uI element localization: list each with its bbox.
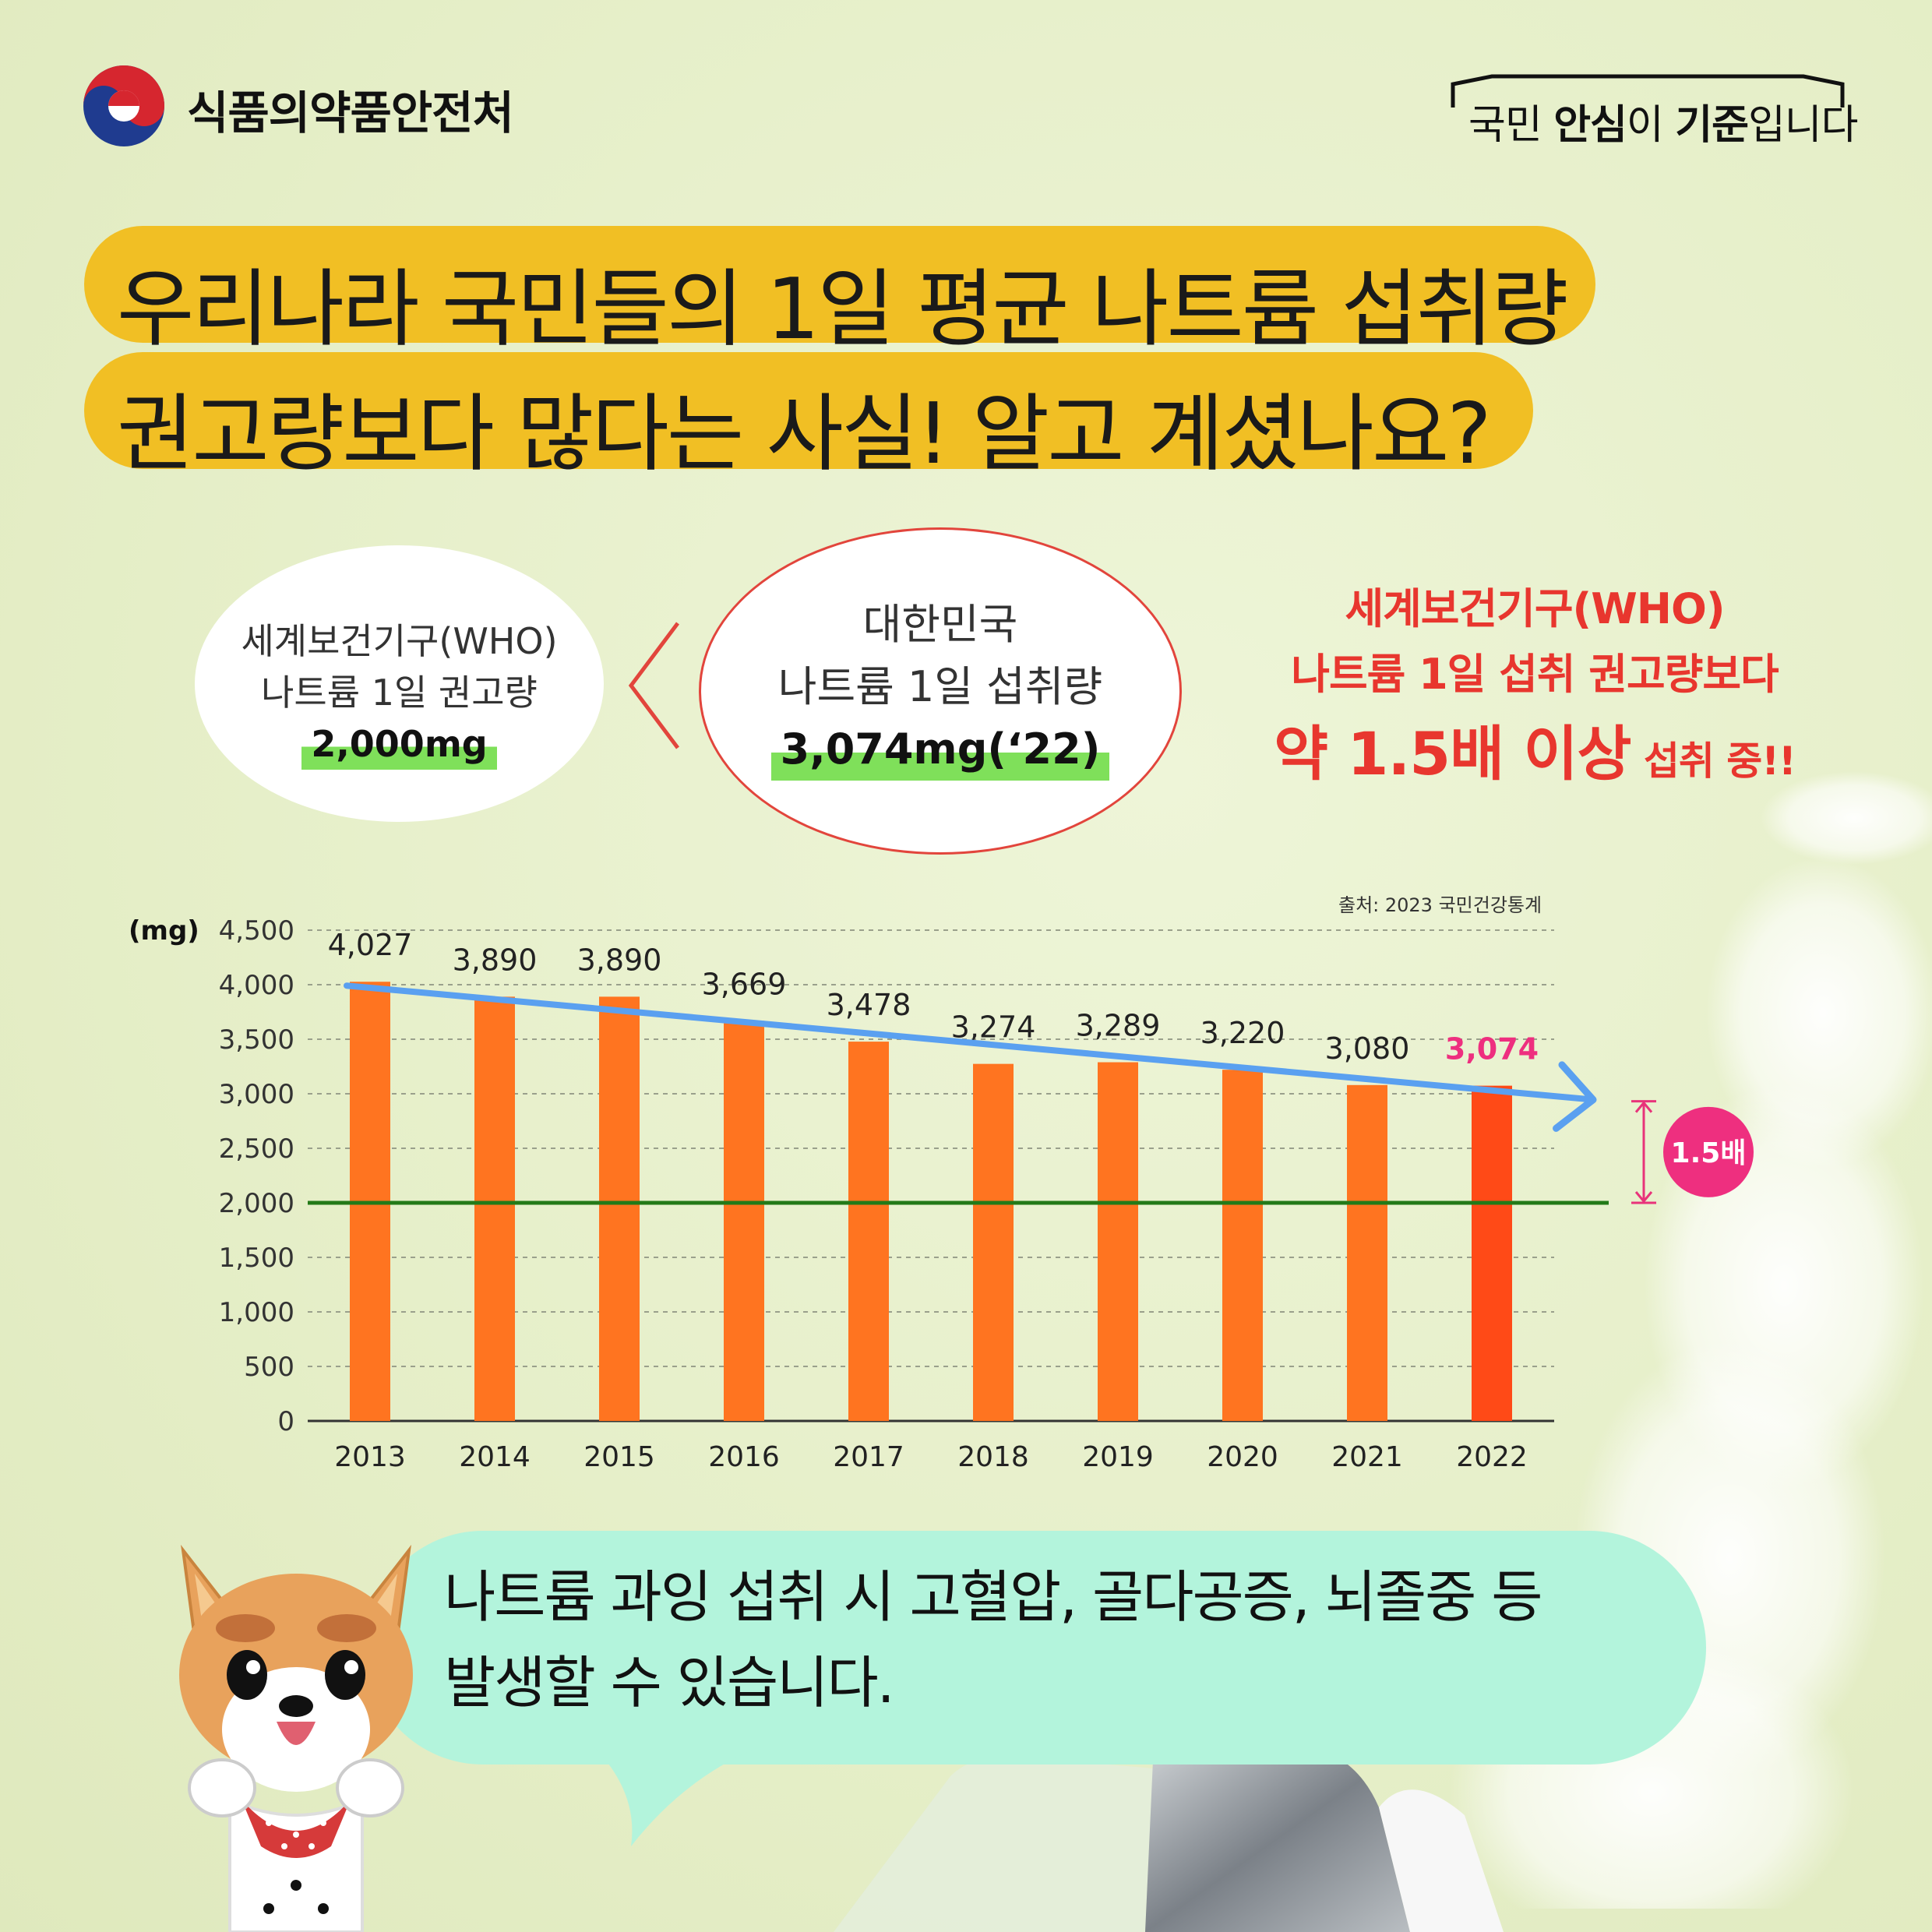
y-tick-label: 4,500 — [219, 915, 294, 947]
sodium-intake-bar-chart: (mg) 0 500 1,000 1,500 2,000 2,500 3,000 3,500 4,… — [129, 915, 1754, 1473]
bar-2021 — [1347, 1084, 1387, 1421]
ratio-badge-label: 1.5배 — [1671, 1137, 1747, 1169]
value-label-2021: 3,080 — [1325, 1031, 1410, 1066]
korea-line-2: 나트륨 1일 섭취량 — [777, 662, 1103, 711]
y-tick-label: 500 — [244, 1352, 294, 1383]
ratio-bracket-arrow — [1634, 1101, 1653, 1113]
bar-2022 — [1472, 1085, 1512, 1421]
speech-bubble-tail — [592, 1745, 763, 1846]
ratio-bracket-arrow — [1634, 1191, 1653, 1204]
y-tick-label: 2,000 — [219, 1188, 294, 1219]
headline-highlight — [84, 226, 1595, 343]
y-tick-label: 1,000 — [219, 1297, 294, 1328]
value-label-2020: 3,220 — [1200, 1016, 1285, 1050]
bar-2017 — [848, 1042, 889, 1421]
x-tick-label: 2021 — [1331, 1441, 1403, 1473]
ratio-badge — [1663, 1106, 1754, 1197]
mascot-character-icon — [179, 1544, 413, 1932]
x-tick-label: 2017 — [833, 1441, 904, 1473]
warning-line-2: 발생할 수 있습니다. — [444, 1650, 895, 1715]
bar-2019 — [1098, 1062, 1138, 1421]
value-label-2018: 3,274 — [951, 1010, 1036, 1045]
slogan: 국민 안심이 기준입니다 — [1468, 102, 1858, 149]
value-label-2013: 4,027 — [328, 928, 413, 962]
y-tick-label: 4,000 — [219, 970, 294, 1001]
x-tick-label: 2015 — [583, 1441, 655, 1473]
warning-line-1: 나트륨 과잉 섭취 시 고혈압, 골다공증, 뇌졸중 등 — [444, 1564, 1543, 1630]
x-tick-label: 2014 — [459, 1441, 531, 1473]
bar-2014 — [474, 996, 515, 1421]
y-tick-label: 3,000 — [219, 1079, 294, 1110]
y-axis-label: (mg) — [129, 915, 199, 947]
value-label-2016: 3,669 — [702, 967, 787, 1001]
callout-line-3: 약 1.5배 이상 섭취 중!! — [1274, 719, 1796, 788]
value-label-2019: 3,289 — [1076, 1009, 1161, 1043]
who-recommendation-text: 세계보건기구(WHO) 나트륨 1일 권고량 2,000mg — [195, 615, 604, 770]
value-label-2022: 3,074 — [1445, 1032, 1539, 1066]
speech-bubble — [366, 1531, 1706, 1765]
who-value: 2,000mg — [301, 718, 497, 770]
headline-line-2: 권고량보다 많다는 사실! 알고 계셨나요? — [117, 386, 1492, 483]
slogan-frame — [1451, 74, 1845, 108]
headline-line-1: 우리나라 국민들의 1일 평균 나트륨 섭취량 — [117, 261, 1568, 358]
y-tick-label: 2,500 — [219, 1133, 294, 1165]
x-tick-label: 2018 — [957, 1441, 1029, 1473]
y-tick-label: 1,500 — [219, 1243, 294, 1274]
callout-line-2: 나트륨 1일 섭취 권고량보다 — [1291, 650, 1779, 699]
intake-callout: 세계보건기구(WHO) 나트륨 1일 섭취 권고량보다 약 1.5배 이상 섭취… — [1184, 576, 1885, 808]
x-tick-label: 2013 — [334, 1441, 406, 1473]
chart-source: 출처: 2023 국민건강통계 — [1338, 894, 1542, 916]
ministry-name: 식품의약품안전처 — [187, 86, 514, 139]
x-tick-label: 2016 — [708, 1441, 780, 1473]
government-logo-icon — [83, 65, 164, 146]
trend-arrow-head — [1553, 1061, 1597, 1132]
bar-2015 — [599, 996, 640, 1421]
y-tick-label: 0 — [277, 1406, 294, 1437]
bar-2016 — [724, 1021, 764, 1421]
korea-line-1: 대한민국 — [862, 600, 1018, 649]
bar-2018 — [973, 1063, 1014, 1421]
korea-intake-bubble — [699, 527, 1182, 855]
x-tick-label: 2020 — [1207, 1441, 1278, 1473]
less-than-icon — [628, 622, 679, 749]
who-line-2: 나트륨 1일 권고량 — [261, 672, 538, 714]
health-warning-text: 나트륨 과잉 섭취 시 고혈압, 골다공증, 뇌졸중 등 발생할 수 있습니다. — [444, 1554, 1543, 1726]
value-label-2017: 3,478 — [827, 988, 911, 1022]
x-tick-label: 2022 — [1456, 1441, 1528, 1473]
who-line-1: 세계보건기구(WHO) — [241, 620, 558, 662]
korea-intake-text: 대한민국 나트륨 1일 섭취량 3,074mg(‘22) — [699, 594, 1182, 781]
callout-line-1: 세계보건기구(WHO) — [1345, 584, 1725, 633]
x-tick-label: 2019 — [1082, 1441, 1154, 1473]
korea-value: 3,074mg(‘22) — [770, 718, 1110, 781]
who-recommendation-bubble — [195, 545, 604, 822]
headline-highlight — [84, 352, 1533, 469]
value-label-2014: 3,890 — [453, 943, 538, 977]
bar-2020 — [1222, 1070, 1263, 1421]
trend-arrow — [344, 982, 1596, 1103]
y-tick-label: 3,500 — [219, 1024, 294, 1056]
value-label-2015: 3,890 — [577, 943, 662, 977]
salt-shaker-illustration — [834, 1745, 1504, 1932]
